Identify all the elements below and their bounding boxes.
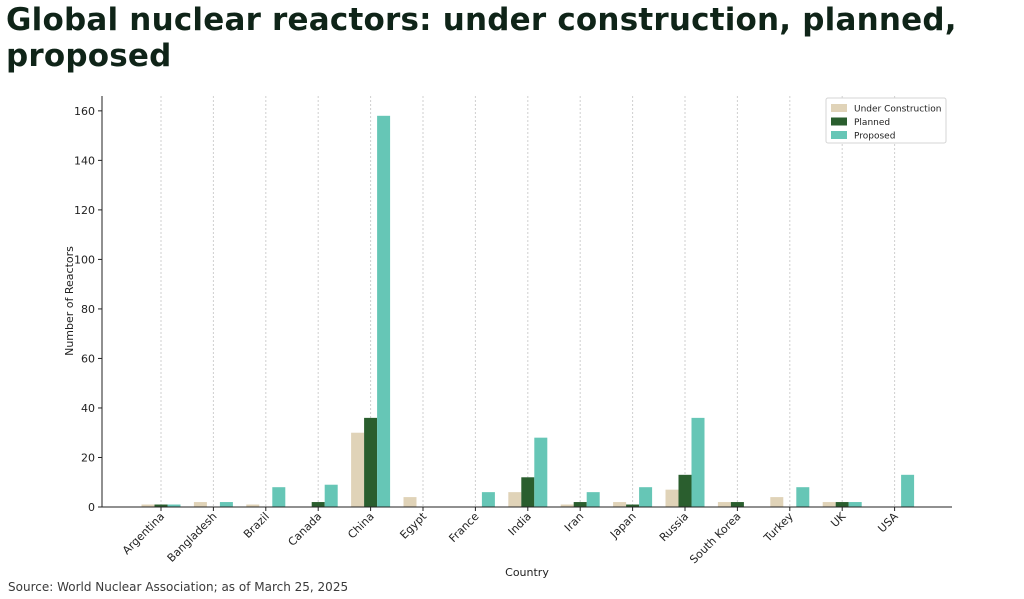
- x-tick-label: Turkey: [761, 510, 797, 546]
- bar-proposed-canada: [324, 484, 338, 507]
- bar-under-construction-turkey: [770, 497, 784, 507]
- bar-under-construction-japan: [613, 502, 627, 507]
- y-tick-label: 160: [74, 105, 95, 118]
- bar-planned-argentina: [154, 504, 168, 507]
- bar-under-construction-uk: [822, 502, 836, 507]
- x-tick-label: India: [506, 510, 534, 538]
- bar-under-construction-bangladesh: [193, 502, 207, 507]
- x-tick-label: Argentina: [120, 510, 167, 557]
- x-tick-label: Russia: [657, 510, 691, 544]
- x-tick-label: Japan: [607, 510, 639, 542]
- x-tick-label: South Korea: [687, 510, 743, 566]
- bar-planned-iran: [573, 502, 587, 507]
- y-tick-label: 100: [74, 253, 95, 266]
- bar-under-construction-russia: [665, 489, 679, 507]
- bar-under-construction-iran: [560, 504, 574, 507]
- bars: [141, 115, 915, 508]
- y-tick-label: 0: [88, 501, 95, 514]
- bar-under-construction-south-korea: [717, 502, 731, 507]
- bar-planned-canada: [311, 502, 325, 507]
- bar-under-construction-india: [508, 492, 522, 507]
- bar-proposed-argentina: [167, 504, 181, 507]
- bar-planned-india: [521, 477, 535, 507]
- legend: Under Construction Planned Proposed: [825, 97, 947, 144]
- x-axis-label: Country: [505, 566, 549, 579]
- y-tick-label: 40: [81, 402, 95, 415]
- bar-proposed-india: [534, 437, 548, 507]
- x-tick-label: Brazil: [241, 510, 272, 541]
- bar-planned-japan: [626, 504, 640, 507]
- bar-planned-russia: [678, 474, 692, 507]
- y-axis-ticks: 0 20 40 60 80 100 120 140 160: [74, 105, 102, 514]
- y-tick-label: 20: [81, 451, 95, 464]
- legend-swatch: [831, 104, 847, 112]
- y-axis-label: Number of Reactors: [63, 246, 76, 356]
- bar-planned-china: [364, 417, 378, 507]
- x-tick-label: UK: [828, 509, 849, 530]
- bar-proposed-uk: [848, 502, 862, 507]
- bar-under-construction-china: [351, 432, 365, 507]
- legend-box: [825, 97, 947, 144]
- bar-proposed-bangladesh: [219, 502, 233, 507]
- y-tick-label: 120: [74, 204, 95, 217]
- x-tick-label: China: [345, 510, 376, 541]
- bar-planned-south-korea: [730, 502, 744, 507]
- bar-under-construction-egypt: [403, 497, 417, 507]
- bar-proposed-brazil: [272, 487, 286, 507]
- legend-label: Proposed: [854, 132, 895, 142]
- bar-planned-uk: [835, 502, 849, 507]
- bar-proposed-china: [377, 115, 391, 508]
- legend-label: Planned: [854, 118, 890, 128]
- x-tick-label: USA: [875, 510, 901, 536]
- bar-proposed-iran: [586, 492, 600, 507]
- bar-under-construction-argentina: [141, 504, 155, 507]
- bar-proposed-japan: [639, 487, 653, 507]
- source-note: Source: World Nuclear Association; as of…: [8, 580, 349, 594]
- bar-proposed-france: [481, 492, 495, 507]
- bar-proposed-russia: [691, 417, 705, 507]
- bar-under-construction-brazil: [246, 504, 260, 507]
- x-tick-label: Bangladesh: [165, 510, 220, 565]
- legend-label: Under Construction: [854, 105, 941, 115]
- legend-swatch: [831, 117, 847, 126]
- bar-proposed-turkey: [796, 487, 810, 507]
- x-tick-label: Egypt: [397, 509, 429, 541]
- x-tick-label: Canada: [286, 510, 325, 549]
- y-tick-label: 80: [81, 303, 95, 316]
- grid-lines: [160, 96, 896, 507]
- legend-swatch: [831, 131, 847, 139]
- y-tick-label: 60: [81, 352, 95, 365]
- axes: [101, 96, 952, 508]
- x-tick-label: France: [446, 510, 481, 545]
- chart-title: Global nuclear reactors: under construct…: [6, 2, 957, 74]
- y-tick-label: 140: [74, 154, 95, 167]
- x-tick-label: Iran: [562, 510, 586, 534]
- bar-proposed-usa: [901, 474, 915, 507]
